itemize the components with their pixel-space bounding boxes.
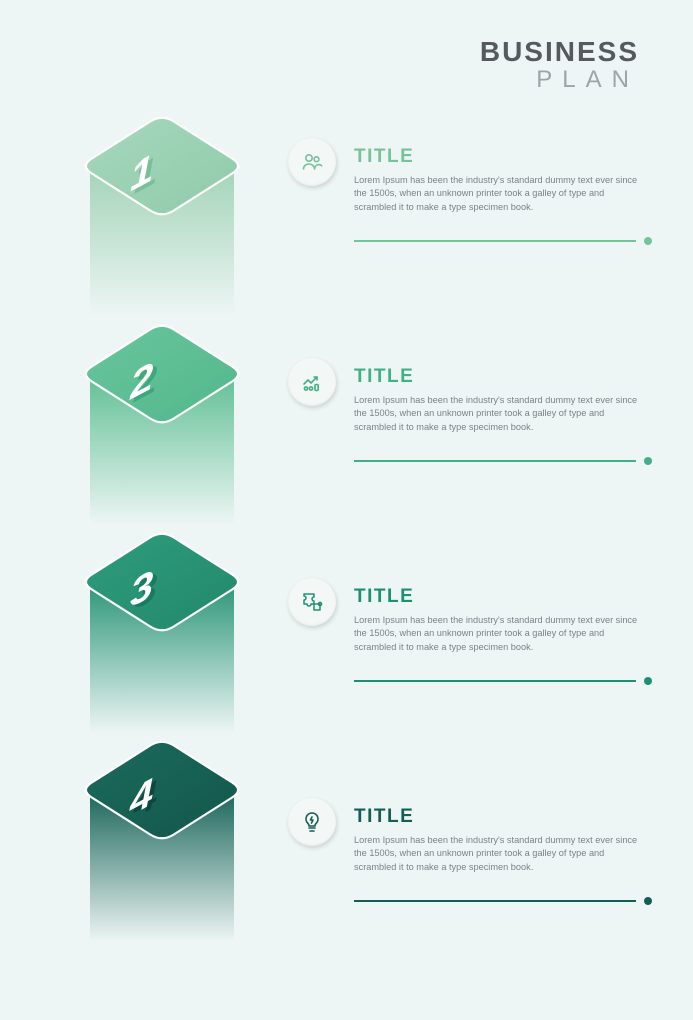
step-pillar-2: 2 2 bbox=[74, 318, 250, 538]
step-body: Lorem Ipsum has been the industry's stan… bbox=[354, 834, 642, 874]
pillar-column: 1 1 2 2 bbox=[74, 110, 264, 942]
lightbulb-icon bbox=[288, 798, 336, 846]
people-icon bbox=[288, 138, 336, 186]
step-dot bbox=[644, 457, 652, 465]
step-pillar-3: 3 3 bbox=[74, 526, 250, 746]
growth-chart-icon bbox=[288, 358, 336, 406]
step-rule bbox=[354, 680, 636, 682]
header-line2: PLAN bbox=[480, 66, 639, 94]
page-header: BUSINESS PLAN bbox=[480, 36, 639, 94]
step-title: TITLE bbox=[354, 366, 414, 388]
step-dot bbox=[644, 237, 652, 245]
step-pillar-4: 4 4 bbox=[74, 734, 250, 954]
step-body: Lorem Ipsum has been the industry's stan… bbox=[354, 614, 642, 654]
step-rule bbox=[354, 460, 636, 462]
step-item-1: TITLE Lorem Ipsum has been the industry'… bbox=[290, 140, 650, 360]
step-dot bbox=[644, 677, 652, 685]
step-rule bbox=[354, 240, 636, 242]
content-column: TITLE Lorem Ipsum has been the industry'… bbox=[290, 140, 650, 1020]
step-item-3: TITLE Lorem Ipsum has been the industry'… bbox=[290, 580, 650, 800]
step-title: TITLE bbox=[354, 146, 414, 168]
step-dot bbox=[644, 897, 652, 905]
step-item-4: TITLE Lorem Ipsum has been the industry'… bbox=[290, 800, 650, 1020]
step-rule bbox=[354, 900, 636, 902]
header-line1: BUSINESS bbox=[480, 36, 639, 68]
step-body: Lorem Ipsum has been the industry's stan… bbox=[354, 174, 642, 214]
step-pillar-1: 1 1 bbox=[74, 110, 250, 330]
step-title: TITLE bbox=[354, 806, 414, 828]
step-body: Lorem Ipsum has been the industry's stan… bbox=[354, 394, 642, 434]
step-title: TITLE bbox=[354, 586, 414, 608]
step-item-2: TITLE Lorem Ipsum has been the industry'… bbox=[290, 360, 650, 580]
puzzle-icon bbox=[288, 578, 336, 626]
